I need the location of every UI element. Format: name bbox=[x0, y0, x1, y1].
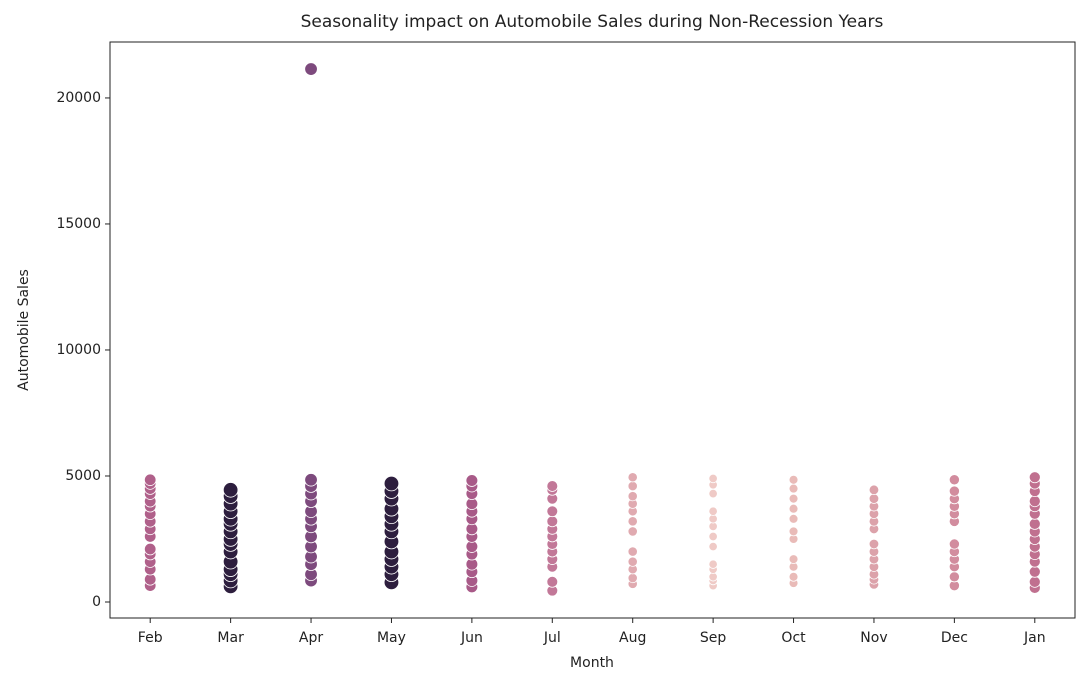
point bbox=[868, 538, 880, 550]
point bbox=[788, 493, 799, 504]
point bbox=[627, 516, 638, 527]
point bbox=[1028, 565, 1041, 578]
point bbox=[868, 493, 880, 504]
x-tick-label: Jun bbox=[460, 630, 483, 646]
y-tick-label: 20000 bbox=[56, 90, 101, 106]
point bbox=[627, 472, 638, 483]
point bbox=[788, 513, 799, 524]
point bbox=[948, 538, 960, 550]
point bbox=[788, 554, 799, 565]
point bbox=[868, 484, 880, 496]
point bbox=[627, 572, 638, 584]
point bbox=[546, 576, 559, 588]
x-tick-label: Apr bbox=[299, 630, 323, 646]
point bbox=[304, 62, 318, 76]
y-tick-label: 10000 bbox=[56, 342, 101, 358]
point bbox=[304, 473, 318, 487]
x-tick-label: Nov bbox=[860, 630, 887, 646]
point bbox=[465, 474, 479, 487]
x-tick-label: Feb bbox=[138, 630, 163, 646]
x-axis-label: Month bbox=[570, 655, 614, 671]
y-axis-label: Automobile Sales bbox=[16, 269, 32, 391]
point bbox=[948, 474, 960, 486]
point bbox=[708, 506, 718, 516]
x-tick-label: Sep bbox=[700, 630, 727, 646]
point bbox=[222, 482, 239, 498]
point bbox=[788, 526, 799, 537]
x-tick-label: May bbox=[377, 630, 406, 646]
point bbox=[144, 542, 157, 556]
point bbox=[708, 559, 718, 569]
point bbox=[627, 546, 638, 557]
x-tick-label: Jul bbox=[543, 630, 561, 646]
x-tick-label: Aug bbox=[619, 630, 646, 646]
point bbox=[708, 541, 718, 552]
x-tick-label: Jan bbox=[1023, 630, 1046, 646]
point bbox=[627, 556, 638, 567]
point bbox=[546, 505, 559, 518]
point bbox=[383, 475, 400, 492]
point bbox=[708, 473, 718, 484]
point bbox=[948, 485, 960, 497]
x-tick-label: Mar bbox=[217, 630, 244, 646]
plot-frame bbox=[109, 41, 1076, 619]
point bbox=[1028, 495, 1041, 508]
point bbox=[788, 474, 799, 485]
y-tick-label: 0 bbox=[92, 594, 101, 610]
point bbox=[627, 491, 638, 502]
point bbox=[788, 571, 799, 582]
point bbox=[788, 483, 799, 494]
x-tick-label: Oct bbox=[781, 630, 806, 646]
y-tick-label: 5000 bbox=[65, 468, 101, 484]
chart-title: Seasonality impact on Automobile Sales d… bbox=[301, 12, 884, 32]
point bbox=[1028, 471, 1041, 484]
x-tick-label: Dec bbox=[941, 630, 968, 646]
point bbox=[1028, 517, 1041, 530]
point bbox=[144, 473, 157, 486]
point bbox=[627, 480, 638, 492]
point bbox=[708, 531, 718, 542]
point bbox=[546, 515, 559, 528]
point bbox=[546, 480, 559, 492]
point bbox=[948, 571, 960, 583]
point bbox=[788, 503, 799, 514]
point bbox=[708, 488, 718, 499]
y-tick-label: 15000 bbox=[56, 216, 101, 232]
point bbox=[1028, 575, 1041, 588]
point bbox=[627, 526, 638, 537]
